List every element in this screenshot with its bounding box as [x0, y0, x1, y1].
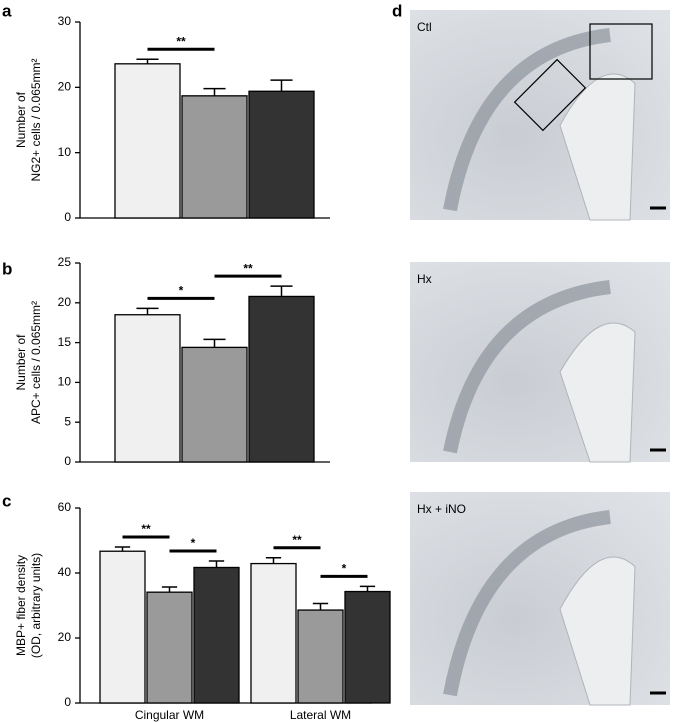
significance-label: **	[292, 533, 302, 547]
bar	[99, 550, 146, 704]
ventricle	[559, 556, 636, 706]
y-tick-label: 5	[64, 414, 71, 428]
bar	[344, 590, 391, 704]
error-bar	[208, 560, 225, 568]
y-tick-label: 30	[58, 14, 72, 28]
error-bar	[136, 307, 159, 315]
bar	[297, 609, 344, 704]
significance-label: **	[243, 261, 253, 275]
error-bar	[114, 546, 131, 552]
bar	[248, 90, 315, 219]
error-bar	[359, 585, 376, 592]
error-bar	[312, 602, 329, 611]
panel-label: b	[2, 259, 12, 278]
panel-label: d	[392, 1, 402, 20]
y-axis-label: Number of	[14, 91, 28, 148]
error-bar	[136, 58, 159, 64]
y-axis-label: APC+ cells / 0.065mm²	[29, 301, 43, 424]
significance-label: *	[191, 536, 196, 550]
white-matter-band	[443, 510, 611, 697]
bar	[248, 295, 315, 463]
significance-label: *	[342, 561, 347, 575]
y-tick-label: 0	[64, 210, 71, 224]
error-bar	[270, 285, 293, 297]
ventricle	[559, 73, 636, 221]
significance-label: *	[179, 284, 184, 298]
bar	[114, 63, 181, 219]
significance-label: **	[141, 522, 151, 536]
y-tick-label: 25	[58, 255, 72, 269]
significance-label: **	[176, 34, 186, 48]
y-axis-label: Number of	[14, 334, 28, 391]
y-axis-label: NG2+ cells / 0.065mm²	[29, 58, 43, 181]
x-tick-label: Cingular WM	[135, 708, 204, 722]
y-axis-label: MBP+ fiber density	[14, 555, 28, 656]
bar	[250, 562, 297, 704]
panel-label: c	[2, 491, 11, 510]
error-bar	[265, 556, 282, 564]
roi-box	[513, 58, 587, 132]
y-tick-label: 0	[64, 454, 71, 468]
bar	[193, 566, 240, 704]
image-label: Ctl	[417, 20, 432, 34]
bar	[114, 314, 181, 463]
white-matter-band	[443, 28, 611, 212]
error-bar	[203, 87, 226, 96]
y-tick-label: 0	[64, 695, 71, 709]
error-bar	[203, 338, 226, 348]
error-bar	[161, 586, 178, 593]
ventricle	[559, 322, 636, 463]
y-tick-label: 10	[58, 375, 72, 389]
x-tick-label: Lateral WM	[290, 708, 351, 722]
error-bar	[270, 79, 293, 92]
y-tick-label: 20	[58, 80, 72, 94]
y-tick-label: 20	[58, 630, 72, 644]
white-matter-band	[443, 280, 611, 454]
bar	[181, 95, 248, 219]
y-tick-label: 60	[58, 500, 72, 514]
panel-label: a	[2, 1, 12, 20]
y-tick-label: 10	[58, 145, 72, 159]
y-tick-label: 20	[58, 295, 72, 309]
bar	[146, 591, 193, 704]
roi-box	[589, 23, 653, 80]
y-tick-label: 40	[58, 565, 72, 579]
image-label: Hx + iNO	[417, 502, 466, 516]
bar	[181, 346, 248, 463]
y-axis-label: (OD, arbitrary units)	[29, 553, 43, 658]
image-label: Hx	[417, 272, 432, 286]
y-tick-label: 15	[58, 335, 72, 349]
